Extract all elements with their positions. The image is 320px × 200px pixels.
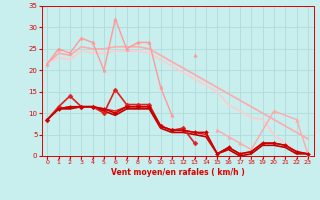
X-axis label: Vent moyen/en rafales ( km/h ): Vent moyen/en rafales ( km/h ) [111,168,244,177]
